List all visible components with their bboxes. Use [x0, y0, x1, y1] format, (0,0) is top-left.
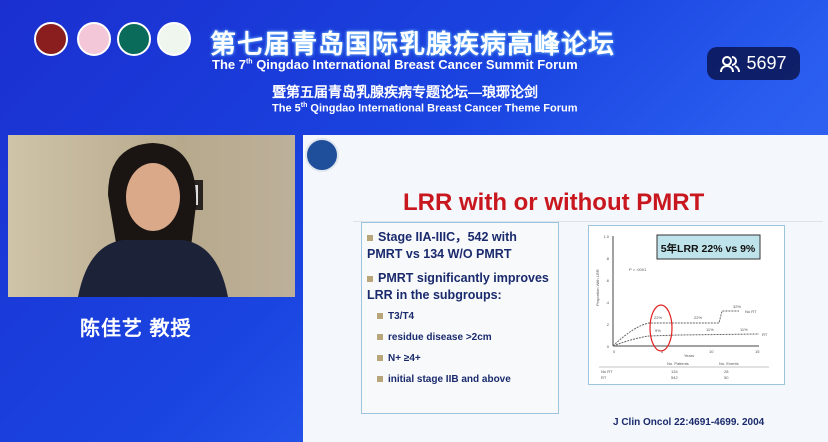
y-tick: 0 — [607, 344, 610, 349]
highlight-ellipse — [649, 304, 673, 352]
rt-label-5y: 9% — [655, 328, 661, 333]
y-tick: .8 — [606, 256, 610, 261]
bullet-item: Stage IIA-IIIC，542 with PMRT vs 134 W/O … — [367, 230, 517, 261]
callout-text: 5年LRR 22% vs 9% — [661, 242, 756, 255]
speaker-figure — [78, 143, 228, 297]
presentation-slide: LRR with or without PMRT Stage IIA-IIIC，… — [303, 135, 828, 442]
speaker-name: 陈佳艺 教授 — [80, 318, 192, 340]
no-rt-label-15y: 32% — [733, 304, 741, 309]
sub-bullet-item: residue disease >2cm — [377, 332, 553, 343]
no-rt-label-5y: 22% — [654, 315, 662, 320]
logo-emblem-icon — [34, 22, 68, 56]
title-divider — [353, 221, 823, 222]
event-banner: 第七届青岛国际乳腺疾病高峰论坛 The 7th Qingdao Internat… — [0, 0, 828, 130]
society-logo-icon — [117, 22, 151, 56]
event-title-en: The 7th Qingdao International Breast Can… — [212, 57, 578, 72]
viewer-count-badge[interactable]: 5697 — [707, 47, 800, 80]
event-subtitle-cn: 暨第五届青岛乳腺疾病专题论坛—琅琊论剑 — [272, 84, 538, 100]
hospital-logo-icon — [157, 22, 191, 56]
table-cell: 50 — [724, 375, 729, 380]
p-value: P = .0001 — [629, 267, 647, 272]
y-tick: 1.0 — [603, 234, 609, 239]
x-tick: 15 — [755, 349, 760, 354]
rt-label-10y: 11% — [706, 327, 714, 332]
rt-label-15y: 11% — [740, 327, 748, 332]
university-logo-icon — [305, 138, 339, 172]
bullet-box: Stage IIA-IIIC，542 with PMRT vs 134 W/O … — [361, 222, 559, 414]
rt-series-name: RT — [762, 332, 768, 337]
sub-bullet-item: N+ ≥4+ — [377, 353, 553, 364]
y-tick: .6 — [606, 278, 610, 283]
event-title-cn: 第七届青岛国际乳腺疾病高峰论坛 — [210, 29, 616, 59]
x-tick: 10 — [709, 349, 714, 354]
no-rt-series-name: No RT — [745, 309, 757, 314]
lrr-chart-figure: 5年LRR 22% vs 9% Proportion With LRR 0 2 … — [588, 225, 785, 385]
y-tick: .4 — [606, 300, 610, 305]
table-cell: 28 — [724, 369, 729, 374]
table-cell: No RT — [601, 369, 613, 374]
rt-curve — [612, 333, 760, 347]
table-header: No. Events — [719, 361, 739, 366]
pink-ribbon-logo-icon — [77, 22, 111, 56]
no-rt-curve — [612, 310, 739, 347]
no-rt-label-10y: 22% — [694, 315, 702, 320]
speaker-video — [8, 135, 295, 297]
table-cell: RT — [601, 375, 607, 380]
x-tick: 5 — [661, 349, 664, 354]
slide-title: LRR with or without PMRT — [403, 189, 705, 216]
bullet-item: PMRT significantly improves LRR in the s… — [367, 271, 549, 302]
y-axis-label: Proportion With LRR — [595, 269, 600, 306]
event-subtitle-en: The 5th Qingdao International Breast Can… — [272, 102, 578, 115]
x-tick: 0 — [613, 349, 616, 354]
sub-bullet-item: T3/T4 — [377, 311, 553, 322]
table-cell: 134 — [671, 369, 678, 374]
reference-citation: J Clin Oncol 22:4691-4699. 2004 — [613, 417, 765, 428]
viewer-count: 5697 — [746, 53, 787, 73]
y-tick: 2 — [607, 322, 610, 327]
people-icon — [720, 55, 741, 72]
table-header: No. Patients — [667, 361, 689, 366]
x-axis-label: Years — [684, 353, 694, 358]
callout-box — [656, 234, 761, 260]
sub-bullet-item: initial stage IIB and above — [377, 374, 553, 385]
table-cell: 542 — [671, 375, 678, 380]
